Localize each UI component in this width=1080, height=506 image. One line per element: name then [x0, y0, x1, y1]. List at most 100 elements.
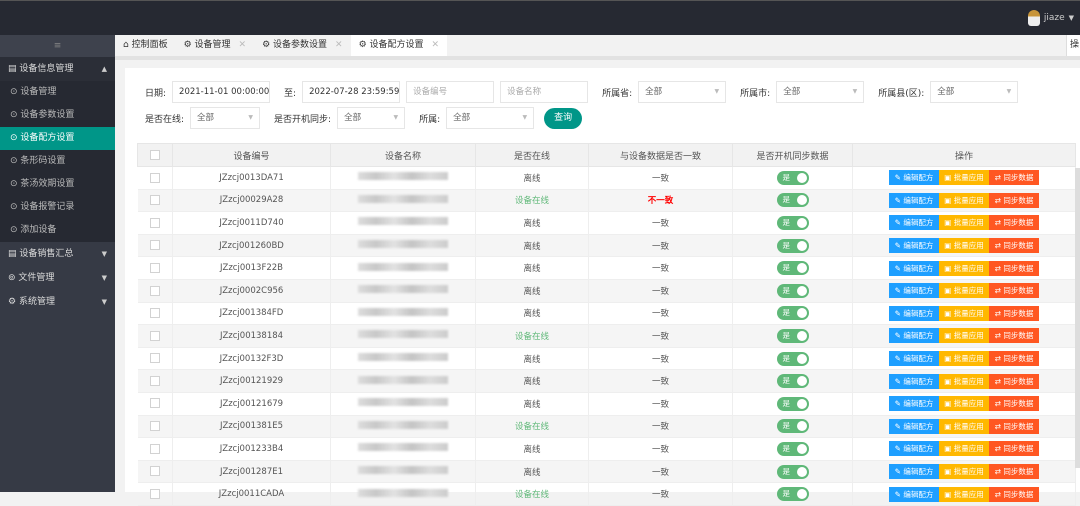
batch-apply-button[interactable]: ▣ 批量应用: [939, 192, 989, 208]
sync-toggle[interactable]: 是: [732, 392, 853, 416]
edit-recipe-button[interactable]: ✎ 编辑配方: [889, 192, 939, 208]
edit-recipe-button[interactable]: ✎ 编辑配方: [889, 260, 939, 276]
tab-operations-button[interactable]: 操: [1066, 35, 1080, 56]
sync-toggle[interactable]: 是: [732, 415, 853, 439]
date-from-input[interactable]: 2021-11-01 00:00:00: [172, 81, 271, 103]
sync-toggle[interactable]: 是: [732, 369, 853, 393]
batch-apply-button[interactable]: ▣ 批量应用: [939, 441, 989, 457]
sidebar-section-device-info[interactable]: ▤ 设备信息管理 ▲: [0, 57, 115, 81]
sync-data-button[interactable]: ⇄ 同步数据: [989, 396, 1039, 412]
close-icon[interactable]: ✕: [335, 40, 343, 50]
sync-data-button[interactable]: ⇄ 同步数据: [989, 351, 1039, 367]
row-checkbox[interactable]: [137, 369, 173, 393]
batch-apply-button[interactable]: ▣ 批量应用: [939, 351, 989, 367]
batch-apply-button[interactable]: ▣ 批量应用: [939, 396, 989, 412]
province-select[interactable]: 全部: [638, 81, 727, 103]
row-checkbox[interactable]: [137, 415, 173, 439]
edit-recipe-button[interactable]: ✎ 编辑配方: [889, 283, 939, 299]
query-button[interactable]: 查询: [544, 107, 583, 129]
sidebar-section-system[interactable]: ⚙ 系统管理 ▼: [0, 290, 115, 314]
batch-apply-button[interactable]: ▣ 批量应用: [939, 260, 989, 276]
sync-toggle[interactable]: 是: [732, 347, 853, 371]
row-checkbox[interactable]: [137, 347, 173, 371]
device-no-input[interactable]: 设备编号: [406, 81, 495, 103]
tab-device-management[interactable]: ⚙ 设备管理 ✕: [176, 35, 255, 56]
edit-recipe-button[interactable]: ✎ 编辑配方: [889, 328, 939, 344]
sidebar-section-files[interactable]: ⊚ 文件管理 ▼: [0, 266, 115, 290]
sidebar-item-alarm-log[interactable]: ⊙ 设备报警记录: [0, 196, 115, 219]
edit-recipe-button[interactable]: ✎ 编辑配方: [889, 238, 939, 254]
sync-data-button[interactable]: ⇄ 同步数据: [989, 441, 1039, 457]
sync-toggle[interactable]: 是: [732, 211, 853, 235]
sync-data-button[interactable]: ⇄ 同步数据: [989, 464, 1039, 480]
select-all-checkbox[interactable]: [137, 143, 173, 167]
tab-device-params[interactable]: ⚙ 设备参数设置 ✕: [254, 35, 351, 56]
edit-recipe-button[interactable]: ✎ 编辑配方: [889, 441, 939, 457]
batch-apply-button[interactable]: ▣ 批量应用: [939, 418, 989, 434]
row-checkbox[interactable]: [137, 279, 173, 303]
city-select[interactable]: 全部: [776, 81, 865, 103]
sync-data-button[interactable]: ⇄ 同步数据: [989, 170, 1039, 186]
sync-toggle[interactable]: 是: [732, 189, 853, 213]
edit-recipe-button[interactable]: ✎ 编辑配方: [889, 418, 939, 434]
sidebar-section-sales[interactable]: ▤ 设备销售汇总 ▼: [0, 242, 115, 266]
batch-apply-button[interactable]: ▣ 批量应用: [939, 238, 989, 254]
sync-toggle[interactable]: 是: [732, 482, 853, 506]
row-checkbox[interactable]: [137, 302, 173, 326]
row-checkbox[interactable]: [137, 437, 173, 461]
edit-recipe-button[interactable]: ✎ 编辑配方: [889, 396, 939, 412]
sync-toggle[interactable]: 是: [732, 324, 853, 348]
sidebar-item-expiry[interactable]: ⊙ 茶汤效期设置: [0, 173, 115, 196]
sync-data-button[interactable]: ⇄ 同步数据: [989, 192, 1039, 208]
edit-recipe-button[interactable]: ✎ 编辑配方: [889, 373, 939, 389]
sync-toggle[interactable]: 是: [732, 166, 853, 190]
batch-apply-button[interactable]: ▣ 批量应用: [939, 215, 989, 231]
batch-apply-button[interactable]: ▣ 批量应用: [939, 464, 989, 480]
sidebar-item-device-management[interactable]: ⊙ 设备管理: [0, 81, 115, 104]
edit-recipe-button[interactable]: ✎ 编辑配方: [889, 464, 939, 480]
close-icon[interactable]: ✕: [431, 40, 440, 50]
sync-toggle[interactable]: 是: [732, 302, 853, 326]
batch-apply-button[interactable]: ▣ 批量应用: [939, 328, 989, 344]
edit-recipe-button[interactable]: ✎ 编辑配方: [889, 486, 939, 502]
date-to-input[interactable]: 2022-07-28 23:59:59: [302, 81, 401, 103]
sync-data-button[interactable]: ⇄ 同步数据: [989, 328, 1039, 344]
sync-select[interactable]: 全部: [337, 107, 406, 129]
sidebar-item-recipe-settings[interactable]: ⊙ 设备配方设置: [0, 127, 115, 150]
batch-apply-button[interactable]: ▣ 批量应用: [939, 283, 989, 299]
county-select[interactable]: 全部: [930, 81, 1019, 103]
row-checkbox[interactable]: [137, 324, 173, 348]
row-checkbox[interactable]: [137, 166, 173, 190]
device-name-input[interactable]: 设备名称: [500, 81, 589, 103]
edit-recipe-button[interactable]: ✎ 编辑配方: [889, 305, 939, 321]
sync-data-button[interactable]: ⇄ 同步数据: [989, 260, 1039, 276]
edit-recipe-button[interactable]: ✎ 编辑配方: [889, 351, 939, 367]
row-checkbox[interactable]: [137, 256, 173, 280]
tab-dashboard[interactable]: ⌂ 控制面板: [115, 35, 176, 56]
row-checkbox[interactable]: [137, 211, 173, 235]
batch-apply-button[interactable]: ▣ 批量应用: [939, 373, 989, 389]
scrollbar[interactable]: [1075, 168, 1080, 468]
batch-apply-button[interactable]: ▣ 批量应用: [939, 305, 989, 321]
sync-data-button[interactable]: ⇄ 同步数据: [989, 373, 1039, 389]
sync-data-button[interactable]: ⇄ 同步数据: [989, 305, 1039, 321]
row-checkbox[interactable]: [137, 482, 173, 506]
sync-toggle[interactable]: 是: [732, 460, 853, 484]
sidebar-toggle[interactable]: ≡: [0, 35, 115, 57]
tab-recipe-settings[interactable]: ⚙ 设备配方设置 ✕: [350, 35, 448, 56]
sync-data-button[interactable]: ⇄ 同步数据: [989, 215, 1039, 231]
sidebar-item-add-device[interactable]: ⊙ 添加设备: [0, 219, 115, 242]
close-icon[interactable]: ✕: [238, 40, 247, 50]
online-select[interactable]: 全部: [190, 107, 261, 129]
sync-data-button[interactable]: ⇄ 同步数据: [989, 283, 1039, 299]
row-checkbox[interactable]: [137, 460, 173, 484]
user-menu[interactable]: jiaze ▼: [1027, 10, 1074, 26]
sync-toggle[interactable]: 是: [732, 234, 853, 258]
sync-toggle[interactable]: 是: [732, 256, 853, 280]
belong-select[interactable]: 全部: [446, 107, 535, 129]
sync-data-button[interactable]: ⇄ 同步数据: [989, 238, 1039, 254]
batch-apply-button[interactable]: ▣ 批量应用: [939, 486, 989, 502]
row-checkbox[interactable]: [137, 234, 173, 258]
sync-toggle[interactable]: 是: [732, 437, 853, 461]
batch-apply-button[interactable]: ▣ 批量应用: [939, 170, 989, 186]
